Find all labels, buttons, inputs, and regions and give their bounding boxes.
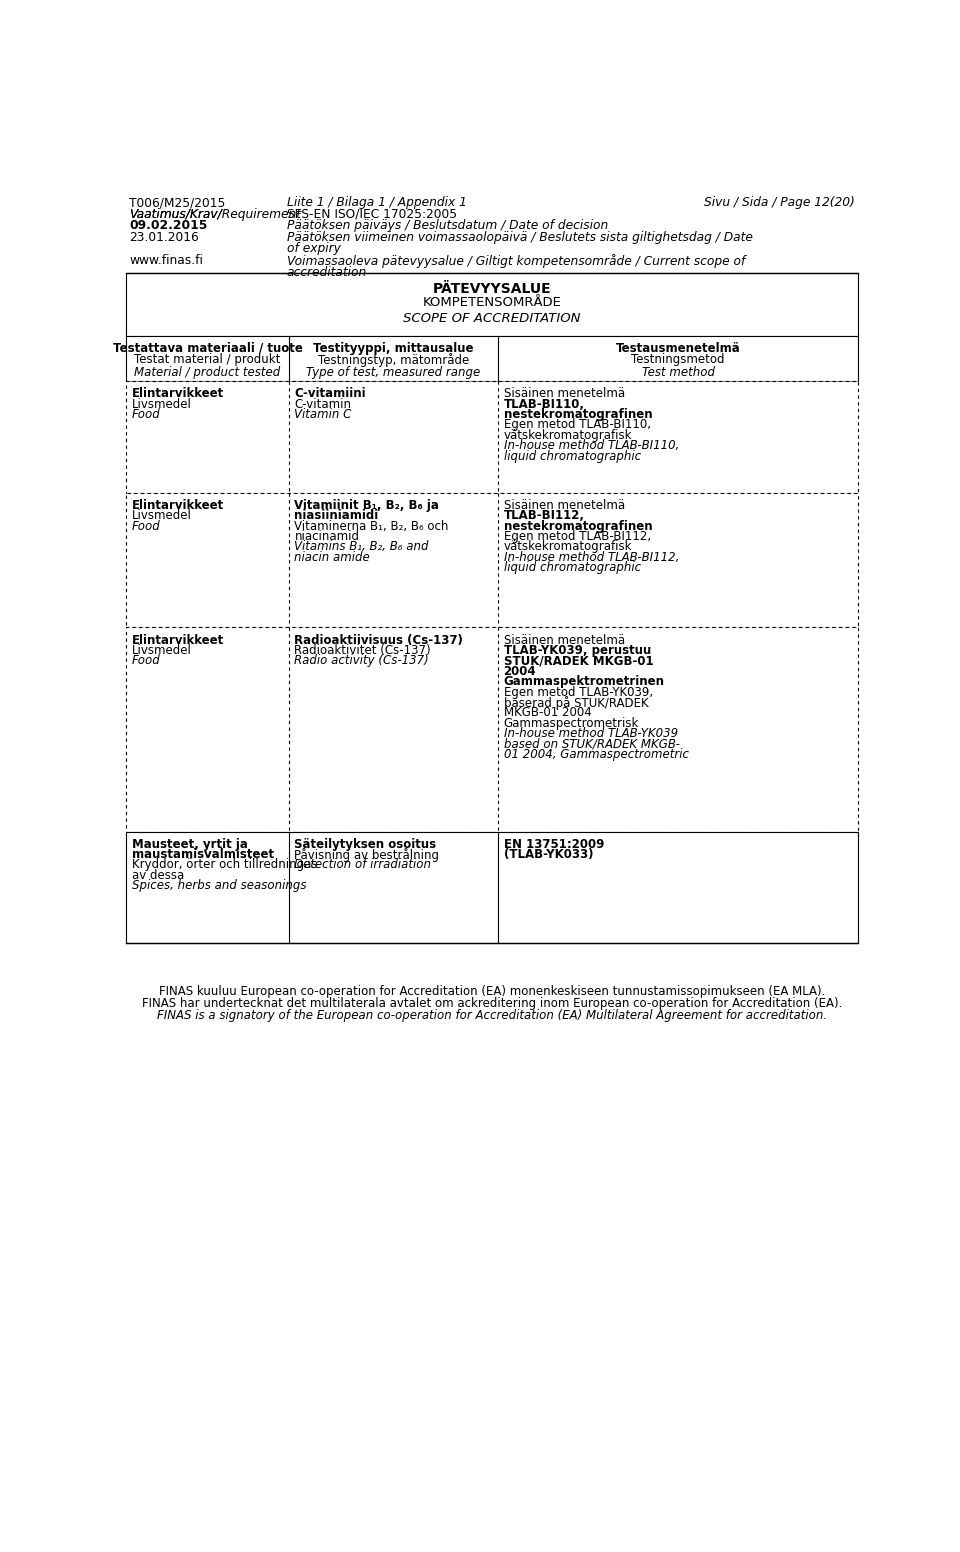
Text: Vitamiinit B₁, B₂, B₆ ja: Vitamiinit B₁, B₂, B₆ ja: [295, 498, 440, 512]
Text: baserad på STUK/RADEK: baserad på STUK/RADEK: [504, 695, 648, 709]
Text: In-house method TLAB-BI112,: In-house method TLAB-BI112,: [504, 551, 679, 563]
Text: In-house method TLAB-YK039: In-house method TLAB-YK039: [504, 728, 678, 740]
Text: Testningsmetod: Testningsmetod: [632, 354, 725, 366]
Text: niasiiniamidi: niasiiniamidi: [295, 509, 378, 523]
Text: av dessa: av dessa: [132, 869, 184, 882]
Text: Radioaktivitet (Cs-137): Radioaktivitet (Cs-137): [295, 644, 431, 656]
Bar: [126, 832, 858, 944]
Text: SFS-EN ISO/IEC 17025:2005: SFS-EN ISO/IEC 17025:2005: [287, 208, 457, 220]
Text: Radio activity (Cs-137): Radio activity (Cs-137): [295, 655, 429, 667]
Text: Food: Food: [132, 655, 160, 667]
Text: Sivu / Sida / Page 12(20): Sivu / Sida / Page 12(20): [704, 196, 854, 210]
Bar: [126, 627, 858, 832]
Text: Type of test, measured range: Type of test, measured range: [306, 366, 481, 379]
Text: Egen metod TLAB-BI110,: Egen metod TLAB-BI110,: [504, 419, 651, 431]
Text: Detection of irradiation: Detection of irradiation: [295, 858, 431, 872]
Text: SCOPE OF ACCREDITATION: SCOPE OF ACCREDITATION: [403, 312, 581, 324]
Text: TLAB-BI110,: TLAB-BI110,: [504, 397, 585, 411]
Text: vätskekromatografisk: vätskekromatografisk: [504, 428, 632, 442]
Text: accreditation: accreditation: [287, 265, 367, 278]
Text: niacinamid: niacinamid: [295, 531, 359, 543]
Text: vätskekromatografisk: vätskekromatografisk: [504, 540, 632, 554]
Text: Egen metod TLAB-YK039,: Egen metod TLAB-YK039,: [504, 686, 653, 698]
Text: T006/M25/2015: T006/M25/2015: [130, 196, 226, 210]
Text: Testattava materiaali / tuote: Testattava materiaali / tuote: [112, 341, 302, 355]
Text: 09.02.2015: 09.02.2015: [130, 219, 207, 233]
Text: 01 2004, Gammaspectrometric: 01 2004, Gammaspectrometric: [504, 748, 688, 760]
Text: Kryddor, örter och tillredningas: Kryddor, örter och tillredningas: [132, 858, 317, 872]
Text: Elintarvikkeet: Elintarvikkeet: [132, 633, 224, 647]
Text: Livsmedel: Livsmedel: [132, 397, 191, 411]
Text: Test method: Test method: [641, 366, 714, 379]
Text: Food: Food: [132, 520, 160, 532]
Text: Sisäinen menetelmä: Sisäinen menetelmä: [504, 386, 625, 400]
Text: C-vitamin: C-vitamin: [295, 397, 351, 411]
Text: FINAS har undertecknat det multilaterala avtalet om ackreditering inom European : FINAS har undertecknat det multilaterala…: [142, 996, 842, 1010]
Text: of expiry: of expiry: [287, 242, 341, 256]
Text: Säteilytyksen osoitus: Säteilytyksen osoitus: [295, 838, 437, 850]
Text: Päätöksen viimeinen voimassaolopäivä / Beslutets sista giltighetsdag / Date: Päätöksen viimeinen voimassaolopäivä / B…: [287, 231, 753, 244]
Text: nestekromatografinen: nestekromatografinen: [504, 520, 652, 532]
Text: PÄTEVYYSALUE: PÄTEVYYSALUE: [433, 282, 551, 296]
Text: nestekromatografinen: nestekromatografinen: [504, 408, 652, 421]
Text: based on STUK/RADEK MKGB-: based on STUK/RADEK MKGB-: [504, 737, 680, 751]
Text: KOMPETENSOMRÅDE: KOMPETENSOMRÅDE: [422, 296, 562, 309]
Text: Testningstyp, mätområde: Testningstyp, mätområde: [318, 354, 469, 368]
Text: Vaatimus/Krav/: Vaatimus/Krav/: [130, 208, 222, 220]
Text: C-vitamiini: C-vitamiini: [295, 386, 366, 400]
Bar: [126, 382, 858, 492]
Text: Gammaspectrometrisk: Gammaspectrometrisk: [504, 717, 639, 729]
Text: Vitamin C: Vitamin C: [295, 408, 351, 421]
Text: Päätöksen päiväys / Beslutsdatum / Date of decision: Päätöksen päiväys / Beslutsdatum / Date …: [287, 219, 608, 233]
Text: Livsmedel: Livsmedel: [132, 509, 191, 523]
Text: Voimassaoleva pätevyysalue / Giltigt kompetensområde / Current scope of: Voimassaoleva pätevyysalue / Giltigt kom…: [287, 255, 745, 268]
Text: 23.01.2016: 23.01.2016: [130, 231, 199, 244]
Text: liquid chromatographic: liquid chromatographic: [504, 450, 640, 462]
Bar: [126, 337, 858, 382]
Text: Vaatimus/Krav/Requirement: Vaatimus/Krav/Requirement: [130, 208, 301, 220]
Text: Sisäinen menetelmä: Sisäinen menetelmä: [504, 633, 625, 647]
Text: Elintarvikkeet: Elintarvikkeet: [132, 498, 224, 512]
Text: Material / product tested: Material / product tested: [134, 366, 280, 379]
Text: MKGB-01 2004: MKGB-01 2004: [504, 706, 591, 720]
Text: maustamisvalmisteet: maustamisvalmisteet: [132, 847, 274, 861]
Text: Food: Food: [132, 408, 160, 421]
Bar: [126, 492, 858, 627]
Text: In-house method TLAB-BI110,: In-house method TLAB-BI110,: [504, 439, 679, 452]
Text: liquid chromatographic: liquid chromatographic: [504, 562, 640, 574]
Text: (TLAB-YK033): (TLAB-YK033): [504, 847, 593, 861]
Text: FINAS kuuluu European co-operation for Accreditation (EA) monenkeskiseen tunnust: FINAS kuuluu European co-operation for A…: [158, 986, 826, 998]
Text: Sisäinen menetelmä: Sisäinen menetelmä: [504, 498, 625, 512]
Text: FINAS is a signatory of the European co-operation for Accreditation (EA) Multila: FINAS is a signatory of the European co-…: [156, 1009, 828, 1021]
Text: TLAB-BI112,: TLAB-BI112,: [504, 509, 585, 523]
Text: www.finas.fi: www.finas.fi: [130, 255, 204, 267]
Text: niacin amide: niacin amide: [295, 551, 371, 563]
Text: Testausmenetelmä: Testausmenetelmä: [615, 341, 740, 355]
Text: Påvisning av bestrålning: Påvisning av bestrålning: [295, 847, 440, 861]
Text: STUK/RADEK MKGB-01: STUK/RADEK MKGB-01: [504, 655, 653, 667]
Text: Spices, herbs and seasonings: Spices, herbs and seasonings: [132, 880, 306, 892]
Text: Vitamins B₁, B₂, B₆ and: Vitamins B₁, B₂, B₆ and: [295, 540, 429, 554]
Text: Egen metod TLAB-BI112,: Egen metod TLAB-BI112,: [504, 531, 651, 543]
Text: Vitaminerna B₁, B₂, B₆ och: Vitaminerna B₁, B₂, B₆ och: [295, 520, 448, 532]
Text: Testityyppi, mittausalue: Testityyppi, mittausalue: [313, 341, 474, 355]
Text: Livsmedel: Livsmedel: [132, 644, 191, 656]
Text: 2004: 2004: [504, 664, 537, 678]
Text: Testat material / produkt: Testat material / produkt: [134, 354, 280, 366]
Text: TLAB-YK039, perustuu: TLAB-YK039, perustuu: [504, 644, 651, 656]
Text: Liite 1 / Bilaga 1 / Appendix 1: Liite 1 / Bilaga 1 / Appendix 1: [287, 196, 467, 210]
Text: EN 13751:2009: EN 13751:2009: [504, 838, 604, 850]
Bar: [126, 273, 858, 337]
Text: Elintarvikkeet: Elintarvikkeet: [132, 386, 224, 400]
Text: Radioaktiivisuus (Cs-137): Radioaktiivisuus (Cs-137): [295, 633, 464, 647]
Text: Gammaspektrometrinen: Gammaspektrometrinen: [504, 675, 664, 688]
Text: Mausteet, yrtit ja: Mausteet, yrtit ja: [132, 838, 248, 850]
